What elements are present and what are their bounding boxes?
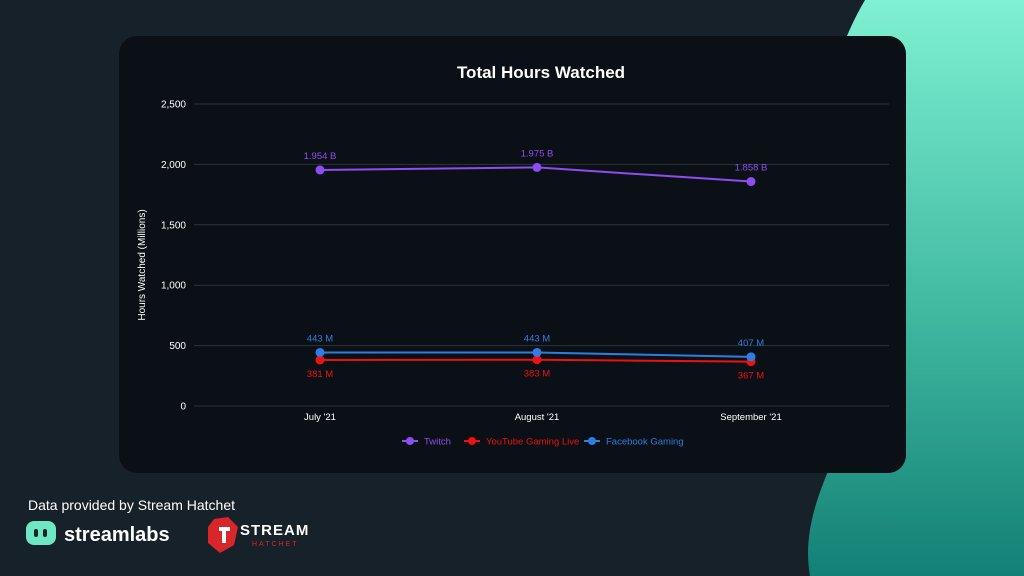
y-axis-ticks: 0 500 1,000 1,500 2,000 2,500 [161,100,186,413]
data-point [532,355,542,365]
data-point [315,347,325,357]
data-label: 443 M [307,333,333,344]
data-point [315,355,325,365]
streamlabs-logo: streamlabs [26,521,170,546]
legend-item[interactable]: Facebook Gaming [584,437,684,448]
y-tick-label: 2,500 [161,100,186,111]
data-label: 367 M [738,371,764,382]
series-facebook-gaming: 443 M 443 M 407 M [307,333,764,362]
legend-item[interactable]: YouTube Gaming Live [464,437,579,448]
chart-title: Total Hours Watched [457,63,625,82]
stream-hatchet-logo-stream: STREAM [240,522,309,539]
streamlabs-logo-text: streamlabs [64,524,170,546]
x-tick-label: August '21 [515,412,560,423]
sponsor-logos: streamlabs STREAM HATCHET [26,517,309,553]
series-lines: 1.954 B 1.975 B 1.858 B 381 M 383 M 367 M 443 … [304,148,768,381]
legend-label: Facebook Gaming [606,437,684,448]
legend-swatch-marker [588,437,596,445]
x-tick-label: July '21 [304,412,336,423]
line-chart: Total Hours Watched Hours Watched (Milli… [137,63,889,448]
streamlabs-logo-icon [26,521,56,545]
data-label: 1.975 B [521,148,554,159]
legend-swatch-marker [406,437,414,445]
legend-swatch-marker [468,437,476,445]
data-point [532,347,542,357]
y-tick-label: 1,500 [161,220,186,231]
data-label: 407 M [738,338,764,349]
x-axis-ticks: July '21 August '21 September '21 [304,412,782,423]
data-label: 443 M [524,333,550,344]
data-label: 381 M [307,369,333,380]
stream-hatchet-logo: STREAM HATCHET [208,517,309,553]
gridlines [194,103,889,407]
y-tick-label: 2,000 [161,160,186,171]
legend-label: Twitch [424,437,451,448]
legend: Twitch YouTube Gaming Live Facebook Gaming [402,437,684,448]
series-youtube-gaming-live: 381 M 383 M 367 M [307,355,764,382]
data-point [746,352,756,362]
y-axis-label: Hours Watched (Millions) [137,209,148,320]
x-tick-label: September '21 [720,412,782,423]
data-label: 383 M [524,369,550,380]
data-point [315,165,325,175]
chart-card: Total Hours Watched Hours Watched (Milli… [119,36,906,473]
data-point [532,162,542,172]
data-point [746,177,756,187]
data-label: 1.858 B [735,163,768,174]
stream-hatchet-logo-hatchet: HATCHET [252,541,299,548]
legend-label: YouTube Gaming Live [486,437,579,448]
y-tick-label: 1,000 [161,281,186,292]
series-twitch: 1.954 B 1.975 B 1.858 B [304,148,768,187]
y-tick-label: 0 [180,402,186,413]
legend-item[interactable]: Twitch [402,437,451,448]
y-tick-label: 500 [169,341,186,352]
footer-credit: Data provided by Stream Hatchet [28,497,235,513]
data-label: 1.954 B [304,151,337,162]
